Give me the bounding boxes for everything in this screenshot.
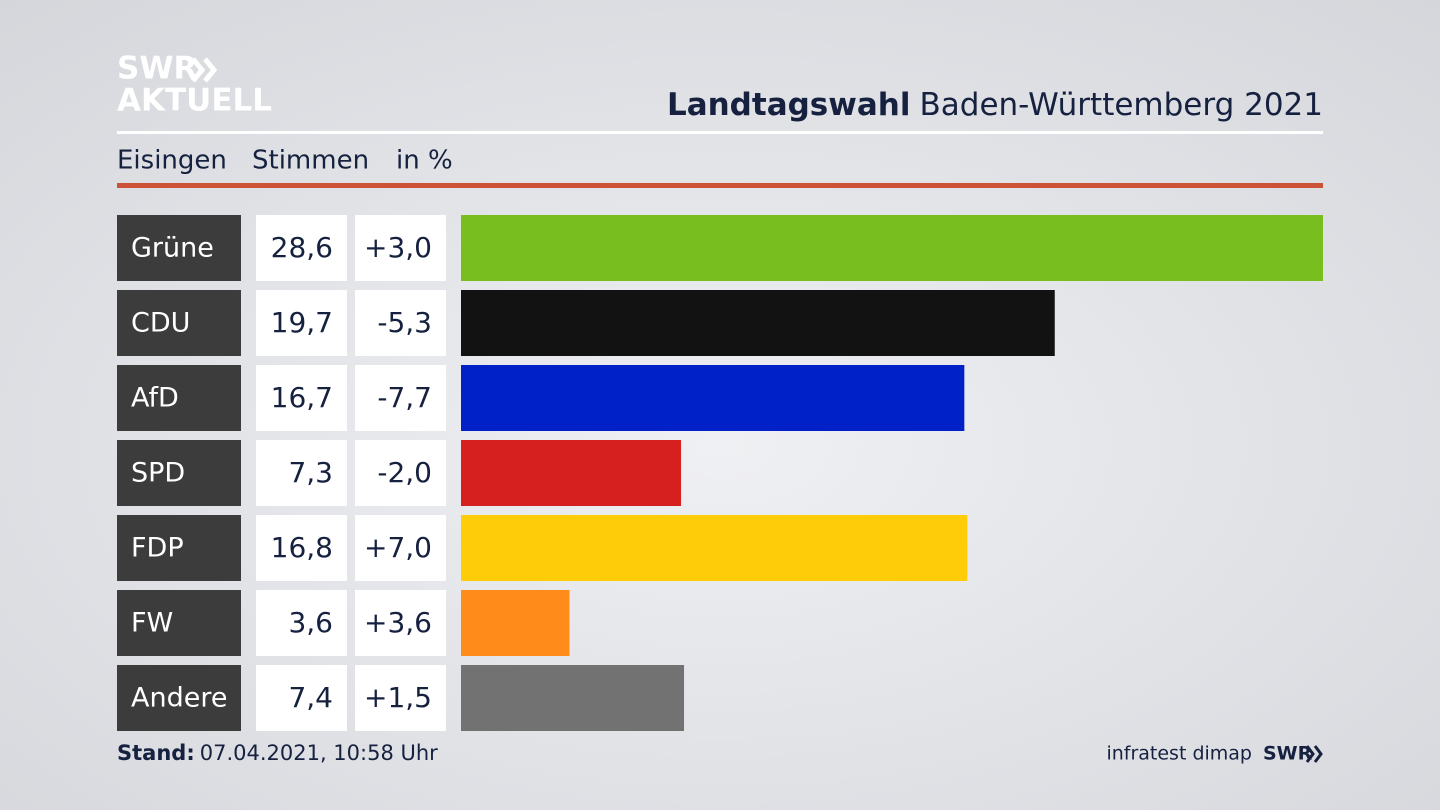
value-label: 19,7 — [271, 306, 333, 339]
change-label: -5,3 — [377, 306, 432, 339]
category-cell — [117, 440, 241, 506]
value-label: 28,6 — [271, 231, 333, 264]
value-label: 16,7 — [271, 381, 333, 414]
change-cell — [355, 365, 446, 431]
value-label: 7,4 — [288, 681, 333, 714]
category-label: FW — [131, 608, 173, 639]
category-cell — [117, 515, 241, 581]
change-cell — [355, 515, 446, 581]
stand-label: Stand: — [117, 741, 195, 765]
category-label: AfD — [131, 383, 179, 414]
brand-line1: SWR — [117, 51, 198, 87]
value-cell — [256, 215, 347, 281]
value-cell — [256, 365, 347, 431]
brand-line2: AKTUELL — [117, 83, 272, 119]
header-rule — [117, 131, 1323, 134]
accent-rule — [117, 183, 1323, 188]
measure: Stimmen — [252, 146, 369, 176]
value-cell — [256, 590, 347, 656]
category-cell — [117, 290, 241, 356]
category-label: Andere — [131, 683, 227, 714]
value-cell — [256, 515, 347, 581]
title: Landtagswahl Baden-Württemberg 2021 — [667, 87, 1323, 123]
change-label: +3,0 — [364, 231, 432, 264]
stand-date: 07.04.2021, 10:58 Uhr — [200, 741, 438, 765]
bar — [461, 215, 1323, 281]
category-label: SPD — [131, 458, 185, 489]
bar — [461, 590, 570, 656]
value-cell — [256, 440, 347, 506]
category-cell — [117, 665, 241, 731]
change-cell — [355, 590, 446, 656]
change-cell — [355, 290, 446, 356]
category-label: Grüne — [131, 233, 214, 264]
region: Eisingen — [117, 146, 227, 176]
category-cell — [117, 365, 241, 431]
unit: in % — [396, 146, 453, 176]
title-bold: Landtagswahl — [667, 87, 911, 123]
bar — [461, 440, 682, 506]
change-label: -2,0 — [377, 456, 432, 489]
value-label: 16,8 — [271, 531, 333, 564]
value-cell — [256, 290, 347, 356]
bar — [461, 515, 968, 581]
change-label: +7,0 — [364, 531, 432, 564]
change-cell — [355, 665, 446, 731]
footer-stand: Stand: 07.04.2021, 10:58 Uhr — [117, 741, 438, 765]
change-cell — [355, 215, 446, 281]
bar — [461, 665, 685, 731]
category-cell — [117, 215, 241, 281]
value-label: 7,3 — [288, 456, 333, 489]
footer-arrows — [1305, 745, 1323, 763]
category-label: FDP — [131, 533, 184, 564]
title-main: Baden-Württemberg 2021 — [920, 87, 1323, 123]
change-label: -7,7 — [377, 381, 432, 414]
change-cell — [355, 440, 446, 506]
footer-logo: SWR — [1263, 743, 1313, 765]
category-cell — [117, 590, 241, 656]
bar — [461, 365, 965, 431]
source: infratest dimap — [1106, 743, 1252, 765]
value-cell — [256, 665, 347, 731]
change-label: +3,6 — [364, 606, 432, 639]
change-label: +1,5 — [364, 681, 432, 714]
brand-arrows — [191, 57, 218, 83]
value-label: 3,6 — [288, 606, 333, 639]
bar — [461, 290, 1055, 356]
category-label: CDU — [131, 308, 190, 339]
